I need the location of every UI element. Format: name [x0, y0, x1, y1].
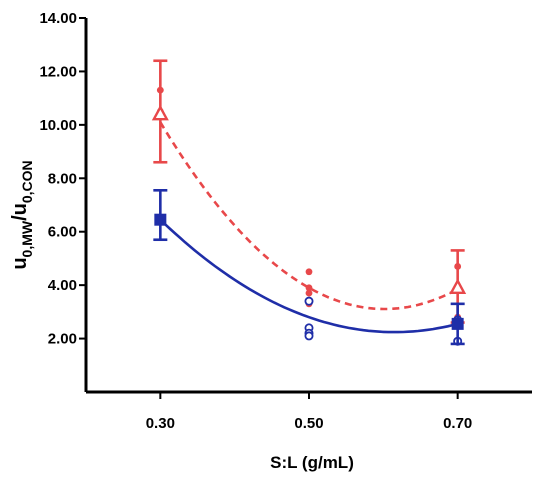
- axes: [79, 17, 532, 399]
- y-tick-label: 14.00: [39, 10, 77, 27]
- y-tick-label: 10.00: [39, 117, 77, 134]
- fit-line-series-1: [159, 218, 459, 334]
- x-tick-labels: 0.30 0.50 0.70: [146, 415, 473, 432]
- x-tick-label: 0.50: [294, 415, 323, 432]
- y-tick-label: 6.00: [48, 224, 77, 241]
- y-tick-label: 8.00: [48, 170, 77, 187]
- mean-marker: [451, 317, 464, 330]
- y-tick-label: 12.00: [39, 63, 77, 80]
- x-tick-label: 0.70: [443, 415, 472, 432]
- y-tick-labels: 2.00 4.00 6.00 8.00 10.00 12.00 14.00: [39, 10, 77, 348]
- y-tick-label: 2.00: [48, 331, 77, 348]
- y-tick-label: 4.00: [48, 277, 77, 294]
- mean-marker: [154, 213, 167, 226]
- y-axis-label: u0,MW/u0,CON: [9, 160, 35, 269]
- y-axis-label-slash: /u: [9, 203, 31, 221]
- data-marks: [151, 59, 467, 346]
- data-point: [305, 289, 313, 297]
- data-point: [304, 331, 314, 341]
- x-tick-label: 0.30: [146, 415, 175, 432]
- y-axis-label-sub2: 0,CON: [19, 160, 35, 203]
- fit-line-series-0: [159, 121, 459, 311]
- mean-marker: [449, 278, 467, 295]
- fit-lines: [159, 121, 459, 334]
- y-axis-label-base: u: [9, 257, 31, 269]
- data-point: [304, 296, 314, 306]
- data-point: [305, 268, 313, 276]
- mean-marker: [151, 104, 169, 121]
- data-point: [305, 284, 313, 292]
- x-axis-label: S:L (g/mL): [270, 453, 354, 472]
- y-axis-label-sub1: 0,MW: [19, 220, 35, 257]
